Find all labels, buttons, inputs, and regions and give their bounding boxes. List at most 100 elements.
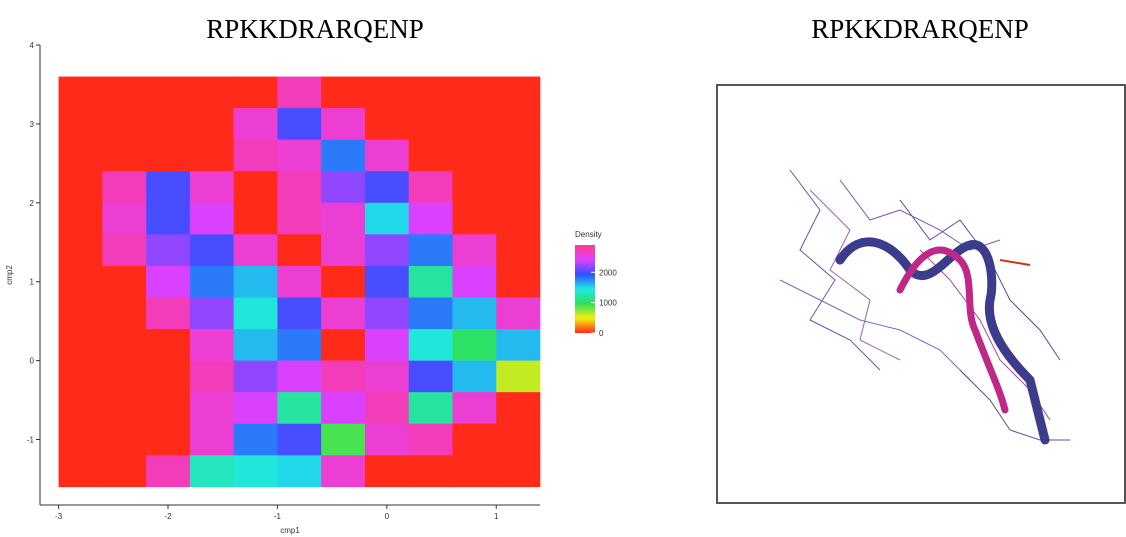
heatmap-cell	[146, 297, 190, 329]
heatmap-cell	[321, 140, 365, 172]
x-tick-label: -3	[55, 512, 63, 521]
heatmap-cell	[452, 361, 496, 393]
heatmap-cell	[102, 297, 146, 329]
colorbar-tick-label: 2000	[599, 268, 617, 277]
x-axis-label: cmp1	[280, 526, 300, 535]
heatmap-cell	[496, 171, 540, 203]
heatmap-cell	[146, 266, 190, 298]
heatmap-cell	[409, 171, 453, 203]
heatmap-cell	[277, 203, 321, 235]
heatmap-cell	[496, 234, 540, 266]
heatmap-cell	[190, 266, 234, 298]
heatmap-cell	[234, 455, 278, 487]
heatmap-cell	[190, 234, 234, 266]
heatmap-cell	[146, 361, 190, 393]
legend-title: Density	[575, 230, 602, 239]
heatmap-cell	[321, 77, 365, 109]
heatmap-cell	[234, 424, 278, 456]
structure-panel	[717, 85, 1125, 503]
heatmap-cell	[277, 108, 321, 140]
heatmap-cell	[496, 203, 540, 235]
heatmap-cell	[234, 266, 278, 298]
heatmap-cell	[59, 203, 103, 235]
x-tick-label: -2	[164, 512, 172, 521]
heatmap-cell	[234, 297, 278, 329]
heatmap-cell	[365, 266, 409, 298]
colorbar	[575, 245, 595, 333]
y-axis-label: cmp2	[5, 265, 14, 285]
heatmap-cell	[277, 77, 321, 109]
heatmap-cell	[496, 455, 540, 487]
heatmap-cell	[365, 77, 409, 109]
heatmap-cell	[365, 424, 409, 456]
structure-title: RPKKDRARQENP	[811, 14, 1029, 44]
heatmap-cell	[190, 392, 234, 424]
heatmap-cell	[496, 392, 540, 424]
heatmap-cell	[59, 140, 103, 172]
heatmap-cell	[59, 234, 103, 266]
heatmap-cell	[277, 392, 321, 424]
heatmap-cell	[190, 297, 234, 329]
heatmap-cell	[146, 455, 190, 487]
heatmap-cell	[190, 140, 234, 172]
heatmap-cell	[59, 77, 103, 109]
heatmap-cell	[409, 234, 453, 266]
y-tick-label: 1	[30, 278, 35, 287]
heatmap-cell	[190, 77, 234, 109]
heatmap-cell	[496, 329, 540, 361]
heatmap-cell	[59, 297, 103, 329]
heatmap-cell	[321, 203, 365, 235]
heatmap-cell	[365, 234, 409, 266]
heatmap-cell	[190, 455, 234, 487]
heatmap-cell	[146, 234, 190, 266]
figure: RPKKDRARQENP RPKKDRARQENP -3-2-101-10123…	[0, 0, 1126, 537]
heatmap-cell	[277, 266, 321, 298]
heatmap-cell	[452, 424, 496, 456]
heatmap-cell	[102, 234, 146, 266]
heatmap-cell	[496, 424, 540, 456]
heatmap-cell	[321, 329, 365, 361]
heatmap-cell	[102, 329, 146, 361]
heatmap-cell	[365, 455, 409, 487]
heatmap-cell	[321, 361, 365, 393]
heatmap-cell	[452, 266, 496, 298]
heatmap-cell	[277, 171, 321, 203]
heatmap-cell	[190, 361, 234, 393]
heatmap-cell	[321, 234, 365, 266]
heatmap-cell	[234, 329, 278, 361]
heatmap-cell	[452, 234, 496, 266]
heatmap-cell	[409, 140, 453, 172]
heatmap-cell	[409, 424, 453, 456]
heatmap-cell	[321, 392, 365, 424]
heatmap-cell	[365, 203, 409, 235]
heatmap-cell	[277, 424, 321, 456]
heatmap-cell	[102, 171, 146, 203]
heatmap-cell	[190, 171, 234, 203]
heatmap-cell	[234, 234, 278, 266]
heatmap-cell	[190, 329, 234, 361]
heatmap-cell	[190, 424, 234, 456]
heatmap-cell	[365, 297, 409, 329]
y-tick-label: 2	[30, 199, 35, 208]
y-tick-label: -1	[27, 436, 35, 445]
heatmap-cell	[146, 392, 190, 424]
heatmap-cell	[59, 329, 103, 361]
heatmap-cell	[452, 297, 496, 329]
heatmap-cell	[102, 77, 146, 109]
heatmap-cell	[409, 297, 453, 329]
heatmap-cell	[409, 266, 453, 298]
heatmap-cell	[321, 266, 365, 298]
heatmap-cell	[496, 140, 540, 172]
heatmap-cell	[321, 424, 365, 456]
heatmap-cell	[496, 77, 540, 109]
heatmap-cell	[321, 297, 365, 329]
heatmap-cell	[452, 171, 496, 203]
heatmap-cell	[409, 455, 453, 487]
heatmap-cell	[409, 392, 453, 424]
heatmap-cell	[102, 455, 146, 487]
x-tick-label: 0	[385, 512, 390, 521]
colorbar-tick-label: 0	[599, 329, 604, 338]
x-tick-label: 1	[494, 512, 499, 521]
heatmap-cell	[234, 171, 278, 203]
heatmap-cell	[365, 361, 409, 393]
